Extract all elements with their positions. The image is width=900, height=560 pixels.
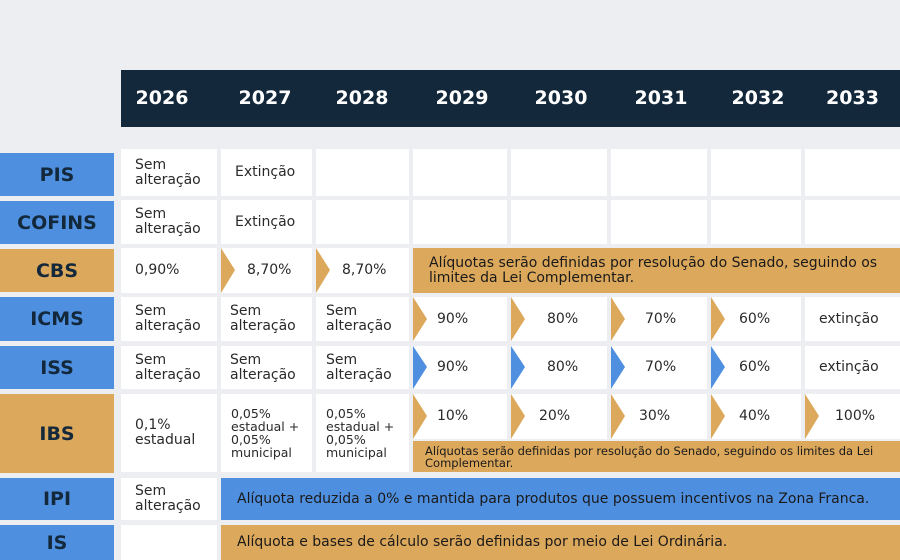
is-note-band: Alíquota e bases de cálculo serão defini… [221,525,900,560]
ibs-2029-cell: 10% [413,394,507,439]
icms-2026-cell: Sem alteração [121,297,217,341]
year-header-bar [121,70,900,127]
year-2030: 2030 [534,87,588,109]
cofins-2026-cell: Sem alteração [121,200,217,244]
pis-2027-cell: Extinção [221,149,312,196]
cofins-2027-cell: Extinção [221,200,312,244]
icms-2029-cell: 90% [413,297,507,341]
year-2029: 2029 [435,87,489,109]
iss-2031-cell: 70% [611,346,707,389]
pis-2026-cell: Sem alteração [121,149,217,196]
ibs-2031-cell: 30% [611,394,707,439]
iss-2032-cell: 60% [711,346,801,389]
pis-empty-cell [413,149,507,196]
row-label-iss: ISS [0,346,114,389]
ibs-2026-cell: 0,1% estadual [121,394,217,472]
pis-empty-cell [611,149,707,196]
row-label-is: IS [0,525,114,560]
icms-2033-cell: extinção [805,297,900,341]
ibs-2033-arrow-icon [805,394,819,439]
ibs-2030-cell: 20% [511,394,607,439]
iss-2026-cell: Sem alteração [121,346,217,389]
ibs-2033-cell: 100% [805,394,900,439]
cofins-empty-cell [316,200,409,244]
cofins-empty-cell [413,200,507,244]
ibs-2028-cell: 0,05% estadual + 0,05% municipal [316,394,409,472]
cbs-note-band: Alíquotas serão definidas por resolução … [413,248,900,293]
ibs-note-band: Alíquotas serão definidas por resolução … [413,441,900,472]
year-2032: 2032 [731,87,785,109]
cofins-empty-cell [611,200,707,244]
cofins-empty-cell [711,200,801,244]
icms-2029-arrow-icon [413,297,427,341]
row-label-pis: PIS [0,153,114,196]
icms-2031-arrow-icon [611,297,625,341]
cbs-2027-arrow-icon [221,248,235,293]
cbs-2026-cell: 0,90% [121,248,217,293]
pis-empty-cell [316,149,409,196]
row-label-icms: ICMS [0,297,114,341]
is-2026-cell [121,525,217,560]
ibs-2031-arrow-icon [611,394,625,439]
ibs-2027-cell: 0,05% estadual + 0,05% municipal [221,394,312,472]
iss-2030-arrow-icon [511,346,525,389]
iss-2028-cell: Sem alteração [316,346,409,389]
cbs-2028-cell: 8,70% [316,248,409,293]
cofins-empty-cell [805,200,900,244]
icms-2030-cell: 80% [511,297,607,341]
icms-2031-cell: 70% [611,297,707,341]
row-label-cofins: COFINS [0,201,114,244]
pis-empty-cell [711,149,801,196]
ibs-2030-arrow-icon [511,394,525,439]
iss-2029-cell: 90% [413,346,507,389]
year-2033: 2033 [826,87,879,109]
icms-2030-arrow-icon [511,297,525,341]
row-label-cbs: CBS [0,249,114,292]
year-2028: 2028 [335,87,389,109]
row-label-ibs: IBS [0,394,114,473]
ibs-2032-cell: 40% [711,394,801,439]
ibs-2029-arrow-icon [413,394,427,439]
iss-2030-cell: 80% [511,346,607,389]
cbs-2027-cell: 8,70% [221,248,312,293]
iss-2033-cell: extinção [805,346,900,389]
iss-2029-arrow-icon [413,346,427,389]
pis-empty-cell [805,149,900,196]
year-2026: 2026 [135,87,189,109]
row-label-ipi: IPI [0,478,114,520]
icms-2027-cell: Sem alteração [221,297,312,341]
year-2031: 2031 [634,87,688,109]
iss-2031-arrow-icon [611,346,625,389]
pis-empty-cell [511,149,607,196]
icms-2032-cell: 60% [711,297,801,341]
cbs-2028-arrow-icon [316,248,330,293]
ibs-2032-arrow-icon [711,394,725,439]
iss-2032-arrow-icon [711,346,725,389]
icms-2032-arrow-icon [711,297,725,341]
cofins-empty-cell [511,200,607,244]
iss-2027-cell: Sem alteração [221,346,312,389]
ipi-note-band: Alíquota reduzida a 0% e mantida para pr… [221,478,900,520]
icms-2028-cell: Sem alteração [316,297,409,341]
year-2027: 2027 [238,87,292,109]
ipi-2026-cell: Sem alteração [121,478,217,520]
